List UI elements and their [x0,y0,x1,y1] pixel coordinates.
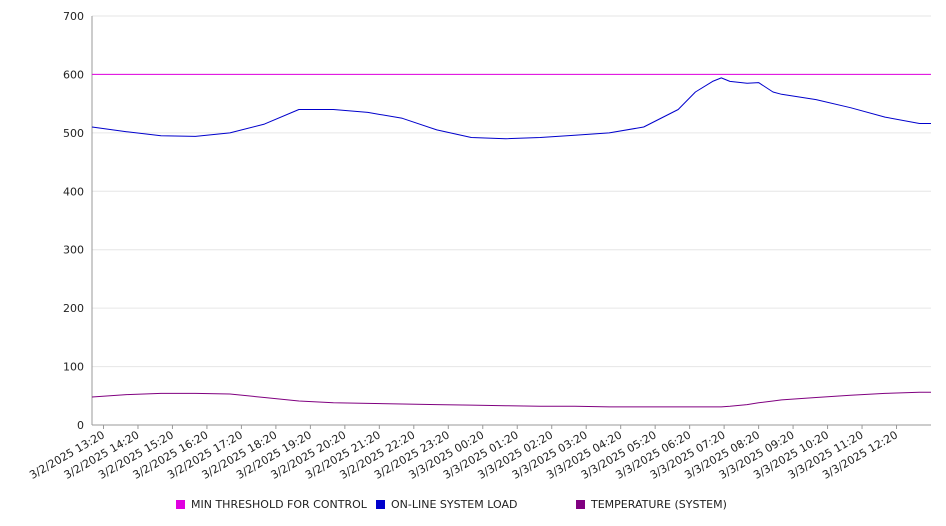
x-tick-labels: 3/2/2025 13:203/2/2025 14:203/2/2025 15:… [27,425,900,482]
legend-item-temperature: TEMPERATURE (SYSTEM) [576,498,727,511]
legend-item-load: ON-LINE SYSTEM LOAD [376,498,517,511]
series-line-temperature [91,391,931,408]
legend-swatch-load [376,500,385,509]
gridlines [92,15,931,368]
legend-label-temperature: TEMPERATURE (SYSTEM) [591,498,727,511]
y-tick-label: 600 [63,68,84,81]
legend-swatch-temperature [576,500,585,509]
y-tick-label: 700 [63,10,84,23]
legend-swatch-threshold [176,500,185,509]
y-tick-label: 0 [77,419,84,432]
legend-item-threshold: MIN THRESHOLD FOR CONTROL [176,498,367,511]
series-line-system-load [91,77,931,140]
legend: MIN THRESHOLD FOR CONTROL ON-LINE SYSTEM… [0,498,946,514]
series-lines [91,73,931,408]
y-tick-label: 100 [63,361,84,374]
legend-label-load: ON-LINE SYSTEM LOAD [391,498,518,511]
y-tick-label: 200 [63,302,84,315]
y-tick-label: 300 [63,244,84,257]
y-tick-label: 400 [63,185,84,198]
y-tick-labels: 0 100 200 300 400 500 600 700 [63,10,84,432]
legend-label-threshold: MIN THRESHOLD FOR CONTROL [191,498,367,511]
y-tick-label: 500 [63,127,84,140]
